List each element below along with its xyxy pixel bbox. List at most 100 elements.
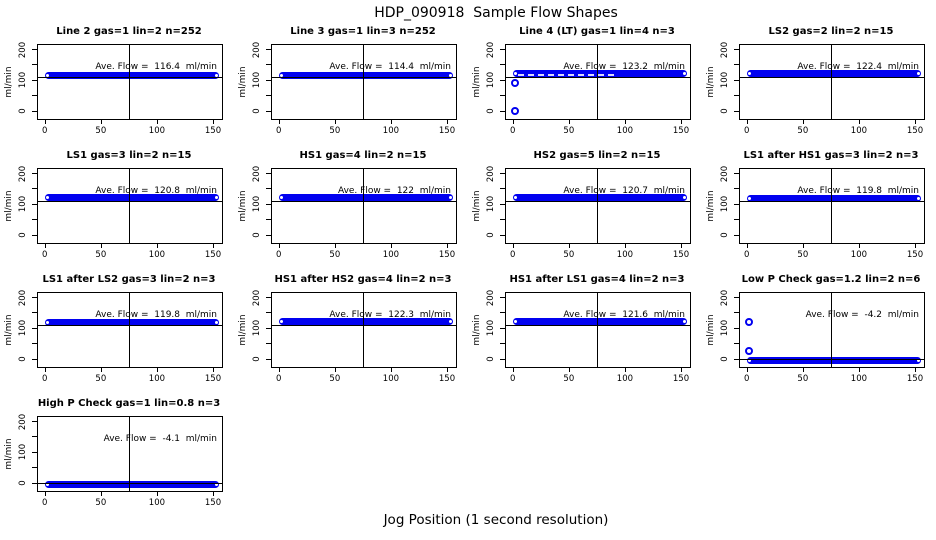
x-axis-tick [334, 367, 336, 372]
y-axis-tick [32, 482, 37, 484]
flow-data-band [278, 194, 453, 202]
y-axis-tick [32, 451, 37, 453]
plot-panel: HS1 after LS1 gas=4 lin=2 n=3 ml/min 0 100 2… [468, 268, 702, 392]
x-axis-tick-label: 0 [744, 126, 750, 136]
reference-line [740, 200, 924, 202]
flow-data-band [746, 356, 921, 364]
x-axis-tick [278, 119, 280, 124]
y-axis-tick [734, 49, 739, 51]
jog-marker-line [596, 169, 598, 243]
y-axis-tick [734, 110, 739, 112]
band-endpoint-marker [45, 73, 49, 77]
y-axis-tick [734, 327, 739, 329]
band-endpoint-marker [448, 74, 452, 78]
x-axis-tick-label: 50 [797, 250, 809, 260]
x-axis-tick [746, 119, 748, 124]
x-axis-tick [334, 119, 336, 124]
x-axis-tick [156, 119, 158, 124]
x-axis-tick [100, 491, 102, 496]
x-axis-tick-label: 100 [148, 374, 166, 384]
band-endpoint-marker [513, 320, 517, 324]
panel-title: HS2 gas=5 lin=2 n=15 [533, 150, 661, 161]
y-axis-label: ml/min [4, 438, 14, 470]
panel-title: Line 2 gas=1 lin=2 n=252 [56, 26, 202, 37]
x-axis-tick-label: 150 [672, 374, 690, 384]
y-axis-label: ml/min [472, 314, 482, 346]
y-axis-tick [734, 95, 739, 97]
plot-area: ml/min 0 100 200 0 50 100 150 Ave. Flow = 122 ml… [238, 165, 457, 260]
avg-flow-annotation: Ave. Flow = 116.4 ml/min [95, 62, 217, 73]
x-axis-tick [156, 243, 158, 248]
x-axis-tick-label: 150 [672, 250, 690, 260]
x-axis-tick-label: 0 [744, 250, 750, 260]
plot-panel: LS1 gas=3 lin=2 n=15 ml/min 0 100 200 0 50 100 1… [0, 144, 234, 268]
x-axis-tick-label: 50 [329, 126, 341, 136]
x-axis-tick-label: 150 [438, 250, 456, 260]
y-axis-tick [734, 343, 739, 345]
y-axis-tick-label: 100 [486, 196, 496, 213]
y-axis-tick [734, 203, 739, 205]
x-axis-tick [802, 367, 804, 372]
y-axis-tick [32, 188, 37, 190]
y-axis-label: ml/min [472, 190, 482, 222]
jog-marker-line [128, 293, 130, 367]
x-axis-tick-label: 50 [95, 250, 107, 260]
y-axis-tick [266, 343, 271, 345]
y-axis-tick [500, 64, 505, 66]
y-axis-tick [266, 234, 271, 236]
x-axis-tick-label: 150 [204, 498, 222, 508]
y-axis-tick-label: 100 [18, 320, 28, 337]
y-axis-tick [734, 79, 739, 81]
band-endpoint-marker [279, 74, 283, 78]
y-axis-tick [32, 203, 37, 205]
band-endpoint-marker [682, 196, 686, 200]
y-axis-tick [32, 234, 37, 236]
y-axis-tick [734, 64, 739, 66]
reference-line [38, 482, 222, 484]
x-axis-tick-label: 0 [510, 126, 516, 136]
outlier-point [744, 347, 753, 356]
avg-flow-annotation: Ave. Flow = 120.8 ml/min [95, 186, 217, 197]
y-axis-tick [734, 173, 739, 175]
y-axis-tick-label: 0 [18, 480, 28, 486]
x-axis-tick [278, 243, 280, 248]
flow-data-band [512, 70, 687, 78]
avg-flow-annotation: Ave. Flow = 114.4 ml/min [329, 62, 451, 73]
x-axis-tick [156, 367, 158, 372]
y-axis-label: ml/min [472, 66, 482, 98]
plot-panel: Line 4 (LT) gas=1 lin=4 n=3 ml/min 0 100 200… [468, 20, 702, 144]
y-axis-tick [32, 436, 37, 438]
plot-panel: LS2 gas=2 lin=2 n=15 ml/min 0 100 200 0 50 100 1… [702, 20, 936, 144]
x-axis-tick-label: 0 [276, 250, 282, 260]
x-axis-tick [44, 119, 46, 124]
x-axis-tick [746, 367, 748, 372]
y-axis-tick [500, 188, 505, 190]
y-axis-tick-label: 200 [252, 289, 262, 306]
avg-flow-annotation: Ave. Flow = 123.2 ml/min [563, 62, 685, 73]
y-axis-tick-label: 0 [720, 232, 730, 238]
x-axis-tick-label: 100 [148, 250, 166, 260]
plot-panel: HS1 gas=4 lin=2 n=15 ml/min 0 100 200 0 50 100 1… [234, 144, 468, 268]
y-axis-tick-label: 0 [18, 356, 28, 362]
avg-flow-annotation: Ave. Flow = 122.4 ml/min [797, 62, 919, 73]
reference-line [272, 324, 456, 326]
y-axis-tick [734, 358, 739, 360]
reference-line [506, 200, 690, 202]
x-axis-tick-label: 50 [95, 374, 107, 384]
reference-line [506, 324, 690, 326]
plot-area: ml/min 0 100 200 0 50 100 150 Ave. Flow = -4.1 m… [4, 413, 223, 508]
jog-marker-line [830, 293, 832, 367]
band-endpoint-marker [214, 482, 218, 486]
y-axis-tick-label: 200 [252, 41, 262, 58]
y-axis-tick [734, 234, 739, 236]
y-axis-tick-label: 100 [486, 320, 496, 337]
y-axis-tick-label: 100 [252, 320, 262, 337]
x-axis-tick [390, 243, 392, 248]
y-axis-tick-label: 200 [252, 165, 262, 182]
band-endpoint-marker [916, 196, 920, 200]
y-axis-tick-label: 100 [18, 72, 28, 89]
avg-flow-annotation: Ave. Flow = -4.1 ml/min [103, 434, 217, 445]
y-axis-tick-label: 0 [486, 356, 496, 362]
reference-line [38, 200, 222, 202]
x-axis-tick-label: 150 [204, 374, 222, 384]
